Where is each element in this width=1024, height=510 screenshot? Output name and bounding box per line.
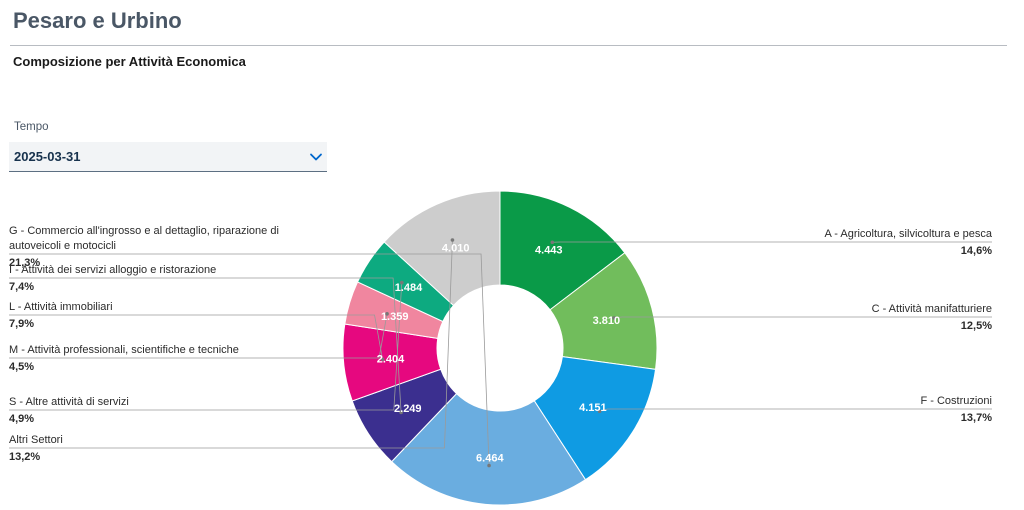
slice-value-label: 3.810 xyxy=(593,315,621,327)
slice-value-label: 2.404 xyxy=(377,353,405,365)
legend-label: A - Agricoltura, silvicoltura e pesca xyxy=(824,228,992,240)
donut-slice[interactable] xyxy=(499,190,626,311)
legend-percent: 4,5% xyxy=(9,361,34,373)
time-filter-label: Tempo xyxy=(14,121,49,133)
legend-percent: 14,6% xyxy=(961,245,992,257)
slice-value-label: 4.443 xyxy=(535,244,563,256)
chart-subtitle: Composizione per Attività Economica xyxy=(13,54,246,69)
legend-label: L - Attività immobiliari xyxy=(9,301,113,313)
slice-value-label: 2.249 xyxy=(394,403,422,415)
slice-value-label: 4.151 xyxy=(579,402,607,414)
legend-label: autoveicoli e motocicli xyxy=(9,240,116,252)
leader-dot xyxy=(550,240,555,245)
donut-slice[interactable] xyxy=(383,190,501,307)
leader-line xyxy=(614,316,992,319)
time-select-value: 2025-03-31 xyxy=(14,149,81,164)
slice-value-label: 1.359 xyxy=(381,311,409,323)
legend-label: G - Commercio all'ingrosso e al dettagli… xyxy=(9,225,279,237)
leader-dot xyxy=(385,312,389,316)
leader-line xyxy=(9,253,490,466)
leader-line xyxy=(599,408,992,412)
legend-percent: 7,4% xyxy=(9,281,34,293)
leader-line xyxy=(9,277,402,413)
leader-dot xyxy=(487,463,491,468)
legend-percent: 4,9% xyxy=(9,413,34,425)
legend-percent: 13,2% xyxy=(9,451,40,463)
leader-dot xyxy=(400,280,404,285)
leader-line xyxy=(9,239,453,449)
page-title: Pesaro e Urbino xyxy=(13,8,182,33)
legend-percent: 13,7% xyxy=(961,412,992,424)
legend-label: Altri Settori xyxy=(9,434,63,446)
leader-dot xyxy=(597,409,602,414)
title-divider xyxy=(10,45,1007,46)
leader-dot xyxy=(399,410,403,415)
legend-label: F - Costruzioni xyxy=(920,395,992,407)
legend-label: C - Attività manifatturiere xyxy=(872,303,992,315)
leader-dot xyxy=(380,357,385,362)
leader-line xyxy=(9,314,383,360)
leader-dot xyxy=(450,238,455,242)
slice-value-label: 4.010 xyxy=(442,242,470,254)
slice-value-label: 1.484 xyxy=(395,282,423,294)
slice-value-label: 6.464 xyxy=(476,453,504,465)
time-select[interactable]: 2025-03-31 xyxy=(9,142,327,172)
leader-line xyxy=(9,282,403,411)
legend-label: S - Altre attività di servizi xyxy=(9,396,129,408)
legend-label: M - Attività professionali, scientifiche… xyxy=(9,344,239,356)
chevron-down-icon[interactable] xyxy=(309,150,323,164)
legend-label: I - Attività dei servizi alloggio e rist… xyxy=(9,264,216,276)
leader-line xyxy=(9,313,388,359)
legend-percent: 7,9% xyxy=(9,318,34,330)
legend-percent: 21,3% xyxy=(9,257,40,269)
legend-percent: 12,5% xyxy=(961,320,992,332)
leader-dot xyxy=(612,316,616,320)
